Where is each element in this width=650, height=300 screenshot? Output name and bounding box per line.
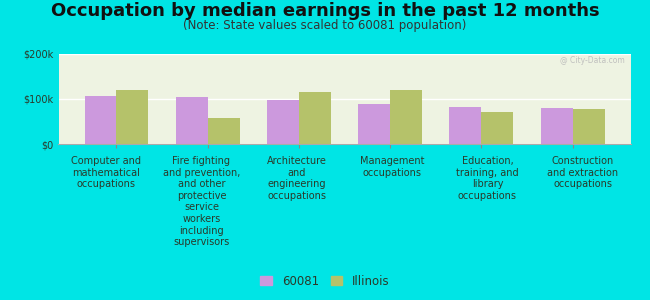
Bar [482,112,514,144]
Bar [390,90,422,144]
Bar [116,90,148,144]
Bar [207,118,240,144]
Bar [267,100,299,144]
Legend: 60081, Illinois: 60081, Illinois [257,271,393,291]
Text: Computer and
mathematical
occupations: Computer and mathematical occupations [71,156,141,189]
Text: Architecture
and
engineering
occupations: Architecture and engineering occupations [267,156,327,201]
Text: Construction
and extraction
occupations: Construction and extraction occupations [547,156,618,189]
Text: Education,
training, and
library
occupations: Education, training, and library occupat… [456,156,519,201]
Bar [84,96,116,144]
Bar [541,108,573,144]
Bar [176,97,207,144]
Bar [299,92,331,144]
Bar [358,104,390,144]
Bar [573,109,604,144]
Text: @ City-Data.com: @ City-Data.com [560,56,625,65]
Text: Fire fighting
and prevention,
and other
protective
service
workers
including
sup: Fire fighting and prevention, and other … [162,156,240,247]
Text: Occupation by median earnings in the past 12 months: Occupation by median earnings in the pas… [51,2,599,20]
Text: Management
occupations: Management occupations [360,156,424,178]
Bar [449,107,482,144]
Text: (Note: State values scaled to 60081 population): (Note: State values scaled to 60081 popu… [183,20,467,32]
